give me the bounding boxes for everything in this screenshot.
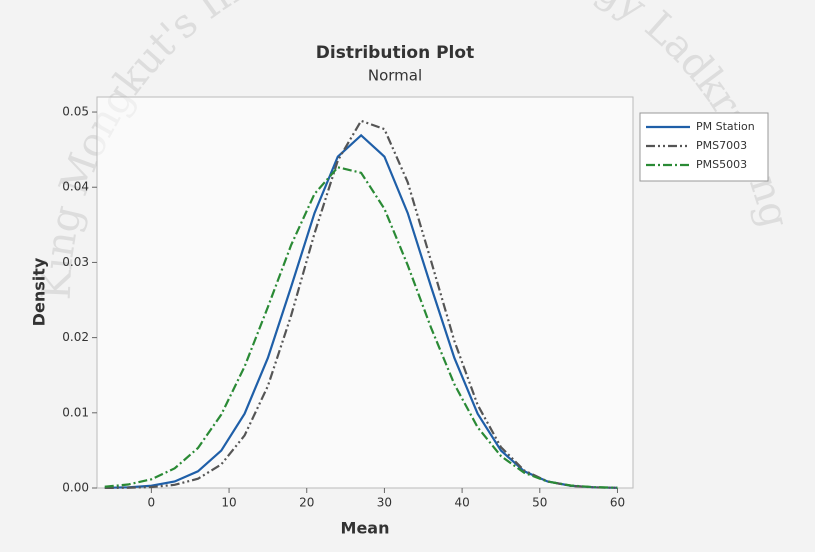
chart-title: Distribution Plot xyxy=(316,43,474,63)
series-line xyxy=(104,166,618,489)
x-tick-label: 30 xyxy=(377,496,392,510)
legend-label: PM Station xyxy=(696,120,755,133)
y-axis-title: Density xyxy=(30,257,49,326)
y-tick-label: 0.01 xyxy=(62,405,89,419)
y-tick-label: 0.00 xyxy=(62,481,89,495)
legend-label: PMS5003 xyxy=(696,158,747,171)
y-tick-label: 0.02 xyxy=(62,330,89,344)
legend xyxy=(639,112,769,182)
chart-subtitle: Normal xyxy=(368,67,422,85)
plot-area xyxy=(96,96,634,489)
y-tick-label: 0.04 xyxy=(62,180,89,194)
x-tick-label: 40 xyxy=(454,496,469,510)
x-tick-label: 20 xyxy=(299,496,314,510)
x-tick-label: 0 xyxy=(148,496,156,510)
x-tick-label: 10 xyxy=(221,496,236,510)
x-axis-title: Mean xyxy=(341,519,390,538)
y-tick-label: 0.03 xyxy=(62,255,89,269)
legend-label: PMS7003 xyxy=(696,139,747,152)
x-tick-label: 50 xyxy=(532,496,547,510)
y-tick-label: 0.05 xyxy=(62,105,89,119)
series-line xyxy=(104,133,618,489)
x-tick-label: 60 xyxy=(610,496,625,510)
